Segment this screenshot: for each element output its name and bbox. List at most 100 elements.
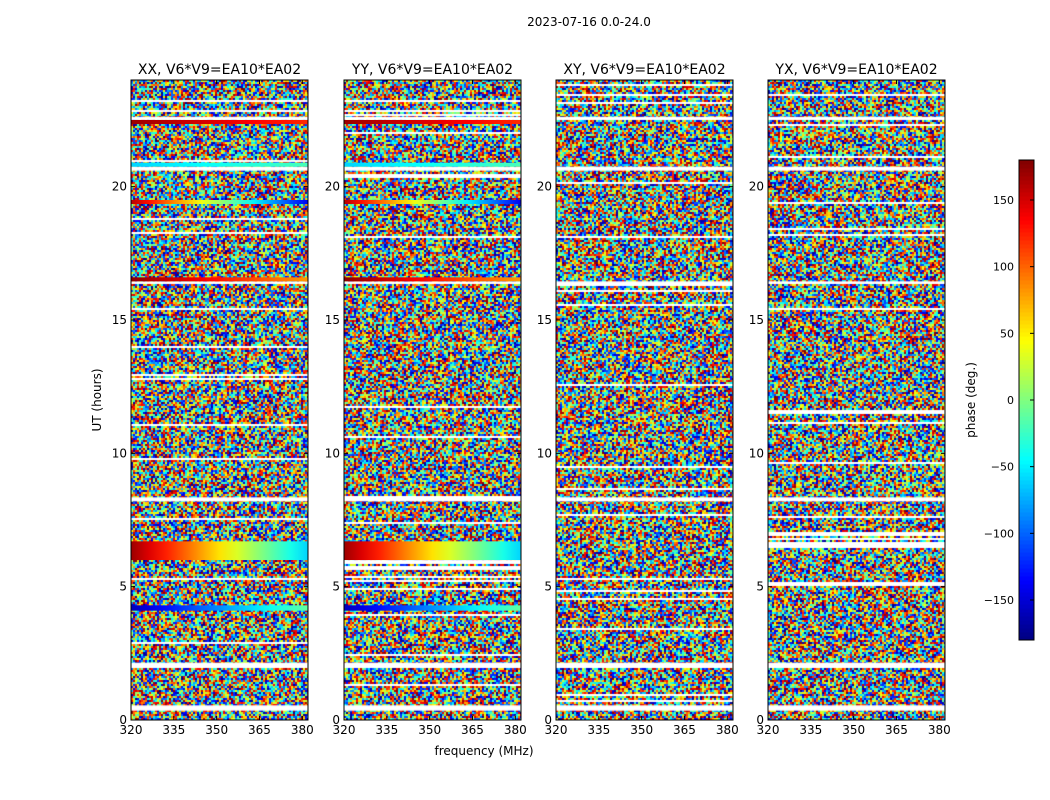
heatmap-image [131,80,308,720]
coherent-phase-band [344,200,521,204]
colorbar-label: phase (deg.) [964,362,978,438]
axes-frame [343,79,522,721]
x-tick-label: 335 [162,723,185,737]
y-tick-label: 10 [749,446,764,460]
colorbar-segment [1019,316,1034,321]
colorbar-segment [1019,448,1034,453]
colorbar-segment [1019,204,1034,209]
x-tick-label: 380 [291,723,314,737]
colorbar-segment [1019,180,1034,185]
colorbar-segment [1019,280,1034,285]
coherent-phase-band [131,162,308,167]
y-tick-label: 5 [332,580,340,594]
colorbar-segment [1019,612,1034,617]
colorbar-segment [1019,608,1034,613]
colorbar-tick-label: 50 [1000,327,1014,340]
colorbar-segment [1019,176,1034,181]
panel-xy: XY, V6*V9=EA10*EA02 320 335 350 365 380 0 5 10 15… [537,62,739,737]
colorbar-tick-label: −50 [991,461,1014,474]
colorbar-segment [1019,624,1034,629]
colorbar-segment [1019,388,1034,393]
panel-title: YX, V6*V9=EA10*EA02 [774,62,937,78]
colorbar-segment [1019,224,1034,229]
heatmap-image [556,80,733,720]
panel-yy: YY, V6*V9=EA10*EA02 320 335 350 365 380 0 5 10 15… [325,62,527,737]
colorbar-segment [1019,500,1034,505]
panel-yx: YX, V6*V9=EA10*EA02 320 335 350 365 380 0 5 10 15… [749,62,951,737]
colorbar-segment [1019,540,1034,545]
colorbar-segment [1019,544,1034,549]
colorbar-segment [1019,248,1034,253]
y-tick-label: 5 [544,580,552,594]
colorbar-segment [1019,524,1034,529]
x-tick-label: 350 [205,723,228,737]
y-tick-label: 10 [537,446,552,460]
x-tick-label: 365 [248,723,271,737]
x-tick-label: 335 [799,723,822,737]
colorbar-segment [1019,324,1034,329]
colorbar: −150 −100 −50 0 50 100 150 [984,159,1035,641]
colorbar-tick-label: −100 [984,527,1014,540]
colorbar-segment [1019,292,1034,297]
colorbar-segment [1019,320,1034,325]
coherent-phase-band [131,120,308,124]
x-tick-label: 320 [545,723,568,737]
colorbar-segment [1019,288,1034,293]
colorbar-segment [1019,488,1034,493]
colorbar-segment [1019,232,1034,237]
colorbar-segment [1019,456,1034,461]
colorbar-segment [1019,332,1034,337]
colorbar-segment [1019,412,1034,417]
y-tick-label: 10 [325,446,340,460]
axes-frame [555,79,734,721]
colorbar-segment [1019,604,1034,609]
colorbar-tick-label: 0 [1007,394,1014,407]
colorbar-segment [1019,520,1034,525]
colorbar-segment [1019,548,1034,553]
colorbar-segment [1019,304,1034,309]
colorbar-segment [1019,468,1034,473]
colorbar-segment [1019,428,1034,433]
colorbar-segment [1019,184,1034,189]
heatmap-image [344,80,521,720]
x-tick-label: 365 [673,723,696,737]
colorbar-segment [1019,172,1034,177]
colorbar-segment [1019,160,1034,165]
colorbar-segment [1019,568,1034,573]
colorbar-segment [1019,576,1034,581]
colorbar-segment [1019,196,1034,201]
colorbar-segment [1019,380,1034,385]
colorbar-segment [1019,188,1034,193]
colorbar-segment [1019,272,1034,277]
colorbar-segment [1019,584,1034,589]
y-tick-label: 0 [332,713,340,727]
panel-title: YY, V6*V9=EA10*EA02 [351,62,513,78]
colorbar-segment [1019,496,1034,501]
colorbar-segment [1019,408,1034,413]
colorbar-segment [1019,372,1034,377]
colorbar-segment [1019,348,1034,353]
colorbar-segment [1019,216,1034,221]
colorbar-segment [1019,628,1034,633]
colorbar-segment [1019,588,1034,593]
y-tick-label: 5 [756,580,764,594]
colorbar-segment [1019,368,1034,373]
colorbar-segment [1019,336,1034,341]
colorbar-segment [1019,400,1034,405]
y-tick-label: 20 [112,180,127,194]
x-tick-label: 365 [885,723,908,737]
colorbar-segment [1019,220,1034,225]
colorbar-segment [1019,564,1034,569]
colorbar-segment [1019,432,1034,437]
colorbar-segment [1019,256,1034,261]
coherent-phase-band [344,605,521,611]
colorbar-segment [1019,560,1034,565]
coherent-phase-band [344,541,521,560]
colorbar-segment [1019,516,1034,521]
colorbar-segment [1019,364,1034,369]
colorbar-segment [1019,252,1034,257]
colorbar-segment [1019,596,1034,601]
coherent-phase-band [344,277,521,282]
colorbar-segment [1019,600,1034,605]
panel-title: XY, V6*V9=EA10*EA02 [563,62,725,78]
